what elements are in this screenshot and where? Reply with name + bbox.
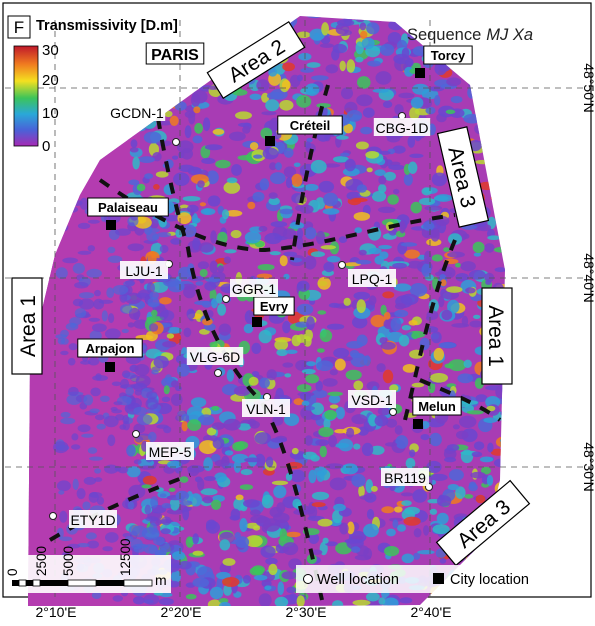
well-legend-label: Well location — [317, 572, 399, 588]
colorbar — [13, 45, 39, 147]
lon-label-1: 2°10'E — [36, 604, 77, 620]
latitude-labels: 48°50'N 48°40'N 48°30'N — [581, 63, 595, 492]
colorbar-title: Transmissivity [D.m] — [36, 18, 178, 34]
area-1-right-text: Area 1 — [484, 305, 507, 367]
city-label: Evry — [260, 299, 289, 314]
well-marker — [172, 138, 180, 146]
scale-tick-2: 5000 — [61, 546, 76, 576]
city-label: Melun — [418, 399, 456, 414]
area-1-left-label: Area 1 — [11, 277, 43, 375]
well-label: VSD-1 — [351, 392, 392, 408]
panel-letter: F — [14, 18, 24, 37]
well-label-box — [146, 442, 194, 460]
well-label-box — [120, 261, 168, 279]
colorbar-tick-label: 0 — [42, 138, 50, 155]
well-marker — [214, 369, 222, 377]
legend: Well location City location — [296, 565, 554, 593]
well-marker — [389, 408, 397, 416]
lon-label-3: 2°30'E — [286, 604, 327, 620]
well-markers: GCDN-1 CBG-1D LJU-1 GGR-1 LPQ-1 VLG-6D VLN-1 VS… — [49, 103, 433, 528]
area-boundaries — [48, 84, 502, 601]
sequence-name: MJ Xa — [486, 26, 533, 44]
scale-tick-0: 0 — [5, 568, 20, 576]
city-label-box — [77, 338, 143, 358]
well-label: VLN-1 — [246, 401, 286, 417]
sequence-prefix: Sequence — [407, 26, 481, 44]
city-label-box — [277, 115, 343, 135]
colorbar-tick-label: 30 — [42, 42, 59, 59]
well-label: LPQ-1 — [352, 271, 393, 287]
lon-label-2: 2°20'E — [161, 604, 202, 620]
city-marker — [415, 68, 425, 78]
well-label-box — [348, 269, 396, 287]
well-marker — [132, 430, 140, 438]
city-label: Créteil — [290, 118, 330, 133]
city-marker — [413, 419, 423, 429]
area-1-left-text: Area 1 — [17, 295, 40, 357]
city-label-box — [87, 197, 169, 217]
city-label-box — [145, 42, 205, 65]
well-label-box — [230, 279, 278, 297]
colorbar-ticks: 30 20 10 0 — [42, 42, 59, 155]
panel-letter-box — [7, 15, 31, 39]
well-label: BR119 — [384, 470, 426, 486]
scale-unit: m — [155, 572, 167, 588]
well-label-box — [348, 390, 396, 408]
well-label-box — [242, 399, 290, 417]
city-label: Torcy — [431, 48, 466, 63]
well-marker — [222, 295, 230, 303]
well-label: LJU-1 — [125, 263, 163, 279]
colorbar-tick-label: 10 — [42, 105, 59, 122]
well-label: CBG-1D — [376, 120, 429, 136]
sequence-label: Sequence MJ Xa — [407, 26, 533, 44]
city-label: Arpajon — [85, 341, 134, 356]
city-marker — [105, 362, 115, 372]
well-label-box — [69, 510, 117, 528]
area-1-right-label: Area 1 — [481, 287, 513, 385]
well-label: GCDN-1 — [110, 105, 164, 121]
well-label-box — [186, 347, 244, 365]
city-marker — [106, 220, 116, 230]
well-marker — [338, 261, 346, 269]
city-marker — [265, 136, 275, 146]
city-label: Palaiseau — [98, 200, 158, 215]
well-label: MEP-5 — [149, 444, 192, 460]
city-markers: PARIS Torcy Créteil Palaiseau Evry Arpajon Mel… — [77, 42, 473, 429]
scale-bar: 0 2500 5000 12500 m — [5, 538, 171, 593]
lat-label-1: 48°50'N — [581, 63, 595, 113]
city-marker — [252, 317, 262, 327]
well-label: VLG-6D — [190, 349, 241, 365]
well-label-box — [108, 103, 166, 121]
well-marker — [49, 512, 57, 520]
well-label: GGR-1 — [232, 281, 277, 297]
longitude-labels: 2°10'E 2°20'E 2°30'E 2°40'E — [36, 604, 452, 620]
city-legend-symbol — [433, 573, 444, 584]
scale-tick-3: 12500 — [118, 538, 133, 576]
scale-tick-1: 2500 — [34, 546, 49, 576]
city-label-box — [423, 45, 473, 65]
well-label: ETY1D — [70, 512, 115, 528]
well-label-box — [373, 118, 431, 136]
lon-label-4: 2°40'E — [411, 604, 452, 620]
city-label: PARIS — [151, 47, 199, 64]
well-label-box — [381, 468, 429, 486]
city-legend-label: City location — [450, 572, 529, 588]
lat-label-3: 48°30'N — [581, 442, 595, 492]
colorbar-tick-label: 20 — [42, 72, 59, 89]
lat-label-2: 48°40'N — [581, 253, 595, 303]
well-legend-symbol — [303, 574, 313, 584]
city-label-box — [412, 396, 462, 416]
